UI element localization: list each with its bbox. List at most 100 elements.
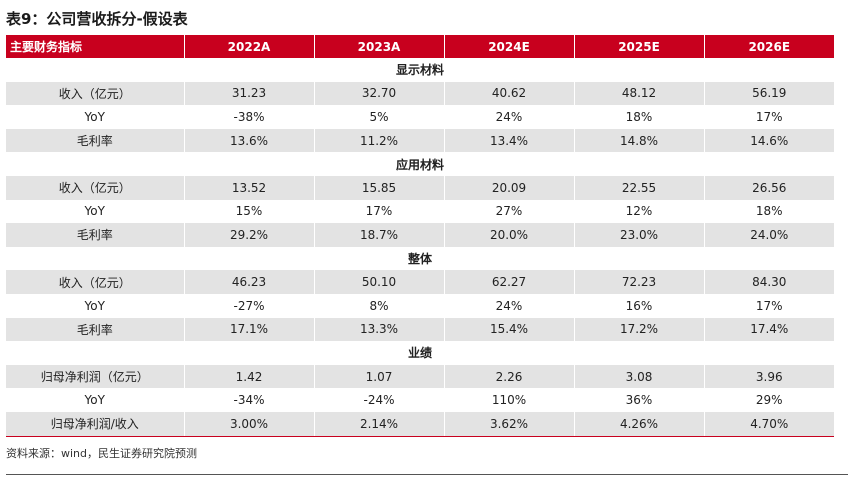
table-cell: 40.62 — [444, 81, 575, 106]
table-row: 归母净利润（亿元） 1.42 1.07 2.26 3.08 3.96 — [6, 364, 834, 389]
table-cell: 2.14% — [314, 411, 445, 437]
row-label: YoY — [6, 293, 185, 318]
table-cell: 13.52 — [184, 175, 315, 200]
table-cell: 17% — [314, 199, 445, 224]
section-header-row: 显示材料 — [6, 58, 834, 82]
table-row: 收入（亿元） 31.23 32.70 40.62 48.12 56.19 — [6, 81, 834, 106]
table-cell: 17% — [755, 298, 783, 313]
header-cell-2025e: 2025E — [574, 35, 705, 58]
table-cell: 11.2% — [314, 128, 445, 153]
table-cell: -27% — [184, 293, 315, 318]
table-cell: 27% — [444, 199, 575, 224]
table-cell: 62.27 — [444, 270, 575, 294]
row-label: YoY — [6, 199, 185, 224]
row-label: 归母净利润（亿元） — [6, 364, 185, 389]
header-cell-2023a: 2023A — [314, 35, 445, 58]
table-cell: 48.12 — [574, 81, 705, 106]
table-cell: 26.56 — [704, 175, 834, 200]
table-cell: 3.08 — [574, 364, 705, 389]
table-cell: 17% — [755, 109, 783, 124]
table-row: 毛利率 17.1% 13.3% 15.4% 17.2% 17.4% — [6, 317, 834, 342]
table-cell: 13.4% — [444, 128, 575, 153]
table-cell: 5% — [314, 105, 445, 129]
table-cell: 4.26% — [574, 411, 705, 437]
table-row: YoY -27% 8% 24% 16% 17% — [6, 293, 834, 318]
section-title: 整体 — [6, 246, 834, 271]
section-header-row: 业绩 — [6, 341, 834, 365]
source-note: 资料来源：wind，民生证券研究院预测 — [6, 447, 198, 460]
table-cell: 50.10 — [314, 270, 445, 294]
section-title: 业绩 — [6, 341, 834, 365]
table-cell: 24% — [444, 105, 575, 129]
table-row: YoY 15% 17% 27% 12% 18% — [6, 199, 834, 224]
table-cell: 16% — [574, 293, 705, 318]
table-cell: 23.0% — [574, 223, 705, 247]
header-row: 主要财务指标 2022A 2023A 2024E 2025E 2026E — [6, 35, 834, 58]
table-row: YoY -38% 5% 24% 18% 17% — [6, 105, 834, 129]
table-cell: 56.19 — [704, 81, 834, 106]
table-cell: 15.4% — [444, 317, 575, 342]
table-cell: 22.55 — [574, 175, 705, 200]
section-title: 应用材料 — [6, 152, 834, 176]
table-cell: 36% — [574, 388, 705, 412]
table-cell: 20.0% — [444, 223, 575, 247]
row-label: 收入（亿元） — [6, 175, 185, 200]
table-row: YoY -34% -24% 110% 36% 29% — [6, 388, 834, 412]
table-cell: 8% — [314, 293, 445, 318]
table-cell: 17.2% — [574, 317, 705, 342]
table-cell: 15.85 — [314, 175, 445, 200]
table-cell: 46.23 — [184, 270, 315, 294]
table-cell: 3.00% — [184, 411, 315, 437]
table-cell: 17.1% — [184, 317, 315, 342]
footer-divider — [6, 474, 848, 475]
table-cell: 29% — [755, 393, 783, 408]
table-cell: 13.3% — [314, 317, 445, 342]
table-row: 归母净利润/收入 3.00% 2.14% 3.62% 4.26% 4.70% — [6, 411, 834, 437]
table-row: 收入（亿元） 46.23 50.10 62.27 72.23 84.30 — [6, 270, 834, 294]
forecast-table: 主要财务指标 2022A 2023A 2024E 2025E 2026E 显示材… — [6, 35, 834, 437]
table-cell: 1.42 — [184, 364, 315, 389]
header-cell-metric: 主要财务指标 — [6, 35, 185, 58]
header-cell-2024e: 2024E — [444, 35, 575, 58]
table-row: 毛利率 13.6% 11.2% 13.4% 14.8% 14.6% — [6, 128, 834, 153]
table-cell: 14.8% — [574, 128, 705, 153]
table-cell: 84.30 — [704, 270, 834, 294]
row-label: 毛利率 — [6, 223, 185, 247]
section-header-row: 应用材料 — [6, 152, 834, 176]
row-label: 收入（亿元） — [6, 270, 185, 294]
table-cell: 24% — [444, 293, 575, 318]
row-label: 毛利率 — [6, 128, 185, 153]
table-cell: 24.0% — [704, 223, 834, 247]
row-label: YoY — [6, 105, 185, 129]
row-label: YoY — [6, 388, 185, 412]
table-cell: -34% — [184, 388, 315, 412]
table-cell: 12% — [574, 199, 705, 224]
table-cell: 18% — [574, 105, 705, 129]
table-cell: 32.70 — [314, 81, 445, 106]
table-cell: 2.26 — [444, 364, 575, 389]
section-header-row: 整体 — [6, 246, 834, 271]
table-cell: 1.07 — [314, 364, 445, 389]
row-label: 毛利率 — [6, 317, 185, 342]
table-cell: -24% — [314, 388, 445, 412]
section-title: 显示材料 — [6, 58, 834, 82]
table-cell: 15% — [184, 199, 315, 224]
table-cell: 110% — [444, 388, 575, 412]
row-label: 归母净利润/收入 — [6, 411, 185, 437]
table-cell: 29.2% — [184, 223, 315, 247]
table-cell: 20.09 — [444, 175, 575, 200]
table-body: 显示材料 收入（亿元） 31.23 32.70 40.62 48.12 56.19 YoY -3… — [6, 58, 834, 437]
table-cell: 14.6% — [704, 128, 834, 153]
table-cell: 17.4% — [704, 317, 834, 342]
header-cell-2026e: 2026E — [704, 35, 834, 58]
table-cell: 72.23 — [574, 270, 705, 294]
row-label: 收入（亿元） — [6, 81, 185, 106]
table-cell: -38% — [184, 105, 315, 129]
table-cell: 3.96 — [704, 364, 834, 389]
table-cell: 18.7% — [314, 223, 445, 247]
table-row: 毛利率 29.2% 18.7% 20.0% 23.0% 24.0% — [6, 223, 834, 247]
table-title: 表9：公司营收拆分-假设表 — [6, 10, 188, 28]
table-cell: 3.62% — [444, 411, 575, 437]
table-cell: 18% — [755, 204, 783, 219]
header-cell-2022a: 2022A — [184, 35, 315, 58]
